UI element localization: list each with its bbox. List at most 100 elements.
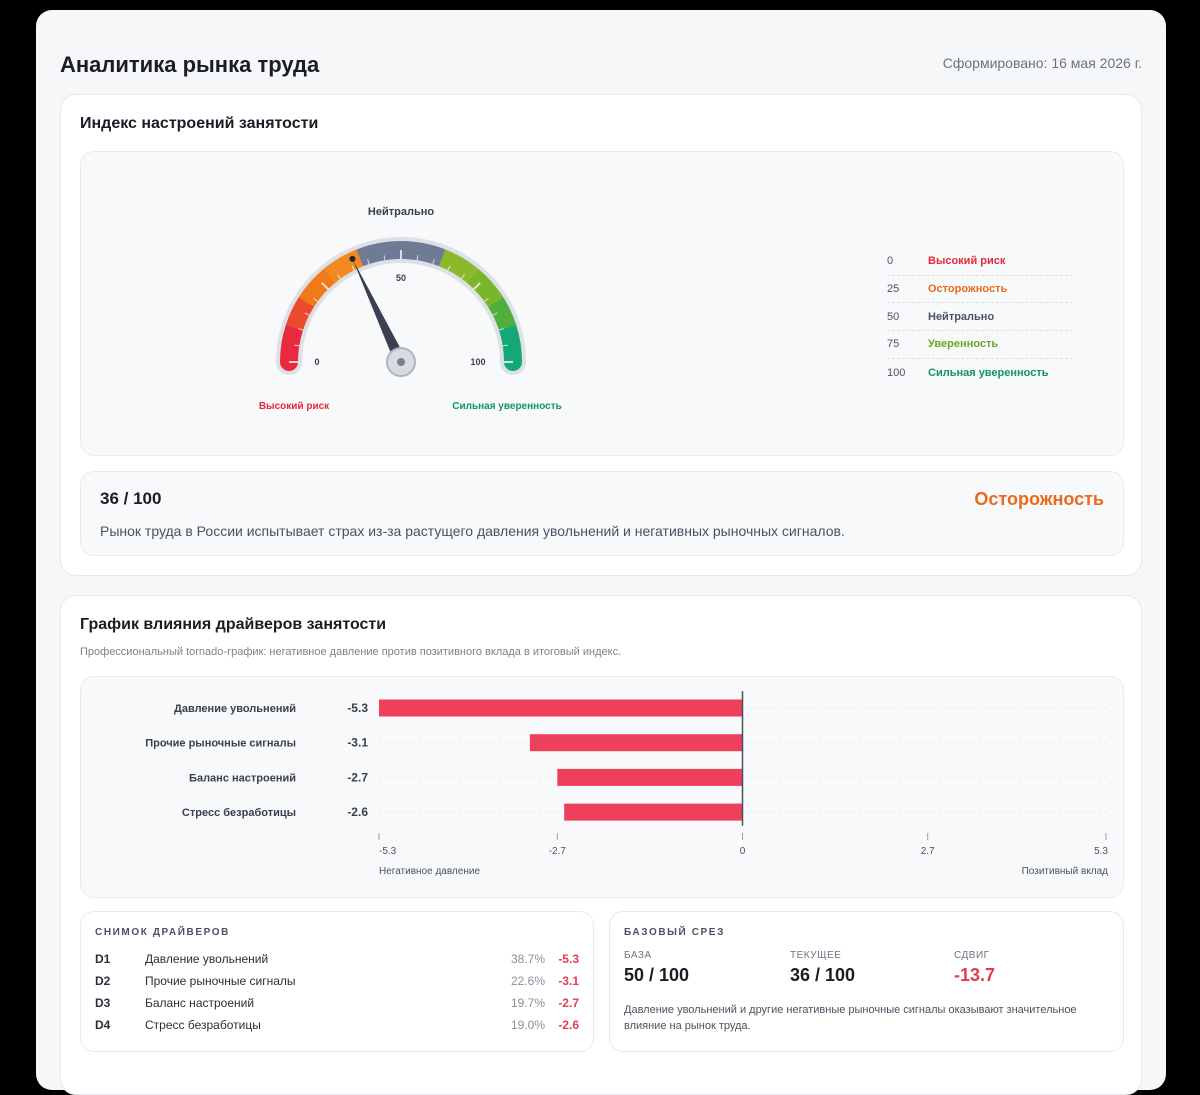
gauge-tick-25 — [321, 282, 329, 290]
driver-id: D3 — [95, 996, 111, 1010]
legend-row: 25 Осторожность — [887, 276, 1073, 304]
tornado-bar-2 — [557, 768, 743, 786]
gauge-tick-85 — [492, 312, 498, 316]
kpi-base-value: 50 / 100 — [624, 965, 690, 985]
gauge-tick-label-100: 100 — [470, 357, 485, 367]
gauge-tick-90 — [498, 328, 504, 331]
tornado-bar-3 — [564, 803, 743, 821]
kpi-shift-label: СДВИГ — [954, 950, 990, 961]
gauge-segment-3 — [323, 249, 364, 283]
baseline-text: Давление увольнений и другие негативные … — [624, 1004, 1077, 1032]
kpi-base-label: БАЗА — [624, 950, 652, 961]
value-label-2: -2.7 — [347, 770, 368, 784]
gauge-segment-5 — [438, 249, 479, 283]
legend-value: 50 — [887, 310, 900, 323]
kpi-shift: СДВИГ -13.7 — [954, 950, 995, 986]
legend-value: 100 — [887, 366, 906, 379]
legend-row: 0 Высокий риск — [887, 248, 1073, 276]
driver-share: 19.7% — [510, 996, 545, 1010]
driver-name: Баланс настроений — [145, 996, 255, 1010]
legend-label: Сильная уверенность — [928, 366, 1049, 379]
gauge-tick-20 — [313, 298, 318, 302]
gauge-legend: 0 Высокий риск 25 Осторожность 50 Нейтрально 7… — [887, 248, 1073, 386]
gauge-tick-30 — [337, 274, 341, 279]
driver-share: 38.7% — [510, 952, 545, 966]
legend-value: 25 — [887, 283, 900, 296]
value-label-1: -3.1 — [347, 736, 368, 750]
tornado-panel: Давление увольнений -5.3 Прочие рыночные с… — [80, 676, 1124, 898]
gauge-tick-label-0: 0 — [314, 357, 319, 367]
driver-id: D1 — [95, 952, 111, 966]
gauge-tick-40 — [367, 259, 370, 265]
gauge-tick-80 — [484, 298, 489, 302]
snapshot-row: D4 Стресс безработицы 19.0% -2.6 — [95, 1014, 579, 1036]
gauge-right-label: Сильная уверенность — [452, 401, 562, 412]
summary-panel: 36 / 100 Осторожность Рынок труда в Росс… — [80, 471, 1124, 556]
gauge-tick-35 — [351, 265, 355, 271]
sentiment-card: Индекс настроений занятости Нейтрально 0… — [60, 94, 1142, 576]
kpi-current-value: 36 / 100 — [790, 965, 856, 985]
gauge-tick-45 — [383, 255, 386, 261]
gauge-segment-1 — [285, 297, 315, 331]
gauge-tick-label-50: 50 — [396, 273, 406, 283]
left-axis-label: Негативное давление — [379, 866, 480, 877]
tornado-chart: Давление увольнений -5.3 Прочие рыночные с… — [145, 691, 1109, 877]
gauge-needle-tip — [349, 255, 356, 262]
legend-label: Уверенность — [928, 338, 999, 351]
value-label-0: -5.3 — [347, 701, 368, 715]
gauge-segment-4 — [356, 241, 446, 267]
driver-name: Стресс безработицы — [145, 1018, 261, 1032]
gauge-top-label: Нейтрально — [368, 206, 434, 218]
gauge-segment-7 — [487, 297, 517, 331]
kpi-current-label: ТЕКУЩЕЕ — [790, 950, 842, 961]
status-label: Осторожность — [974, 489, 1104, 509]
drivers-card: График влияния драйверов занятости Профе… — [60, 595, 1142, 1095]
value-label-3: -2.6 — [347, 805, 368, 819]
baseline-panel: БАЗОВЫЙ СРЕЗ БАЗА 50 / 100 ТЕКУЩЕЕ 36 / … — [609, 911, 1124, 1052]
legend-value: 75 — [887, 338, 900, 351]
driver-name: Прочие рыночные сигналы — [145, 974, 296, 988]
tornado-bar-1 — [529, 734, 743, 752]
snapshot-row: D1 Давление увольнений 38.7% -5.3 — [95, 948, 579, 970]
kpi-shift-value: -13.7 — [954, 965, 996, 985]
driver-value: -5.3 — [558, 952, 579, 966]
driver-value: -2.7 — [558, 996, 579, 1010]
driver-id: D2 — [95, 974, 111, 988]
gauge-ticks — [289, 250, 513, 363]
x-tick-label-1: -2.7 — [549, 846, 567, 857]
gauge-segment-2 — [298, 268, 336, 308]
right-axis-label: Позитивный вклад — [1022, 866, 1109, 877]
x-tick-label-2: 0 — [740, 846, 746, 857]
snapshot-title: СНИМОК ДРАЙВЕРОВ — [95, 927, 230, 938]
legend-row: 100 Сильная уверенность — [887, 359, 1073, 387]
snapshot-row: D3 Баланс настроений 19.7% -2.7 — [95, 992, 579, 1014]
baseline-title: БАЗОВЫЙ СРЕЗ — [624, 927, 725, 938]
snapshot-panel: СНИМОК ДРАЙВЕРОВ D1 Давление увольнений 38… — [80, 911, 594, 1052]
legend-row: 75 Уверенность — [887, 331, 1073, 359]
gauge-tick-60 — [432, 259, 435, 265]
driver-name: Давление увольнений — [145, 952, 269, 966]
generated-date: Сформировано: 16 мая 2026 г. — [942, 55, 1142, 71]
score-value: 36 / 100 — [100, 489, 162, 508]
gauge-tick-55 — [416, 255, 419, 261]
gauge-tick-10 — [298, 328, 304, 331]
driver-share: 22.6% — [510, 974, 545, 988]
kpi-base: БАЗА 50 / 100 — [624, 950, 689, 986]
category-label-3: Стресс безработицы — [182, 807, 296, 819]
driver-id: D4 — [95, 1018, 111, 1032]
gauge-tick-75 — [473, 282, 481, 290]
x-tick-label-0: -5.3 — [379, 846, 397, 857]
category-label-1: Прочие рыночные сигналы — [145, 738, 296, 750]
gauge-chart: Нейтрально 0 50 100 Высокий риск Сильная… — [259, 206, 562, 412]
kpi-current: ТЕКУЩЕЕ 36 / 100 — [790, 950, 855, 986]
driver-value: -3.1 — [558, 974, 579, 988]
x-tick-label-3: 2.7 — [921, 846, 935, 857]
summary-text: Рынок труда в России испытывает страх из… — [100, 523, 845, 539]
x-tick-label-4: 5.3 — [1094, 846, 1108, 857]
gauge-tick-70 — [461, 274, 465, 279]
gauge-tick-65 — [447, 265, 451, 271]
gauge-panel: Нейтрально 0 50 100 Высокий риск Сильная… — [80, 151, 1124, 456]
legend-value: 0 — [887, 255, 894, 268]
drivers-title: График влияния драйверов занятости — [80, 616, 387, 633]
analytics-page: Аналитика рынка труда Сформировано: 16 м… — [36, 10, 1166, 1095]
